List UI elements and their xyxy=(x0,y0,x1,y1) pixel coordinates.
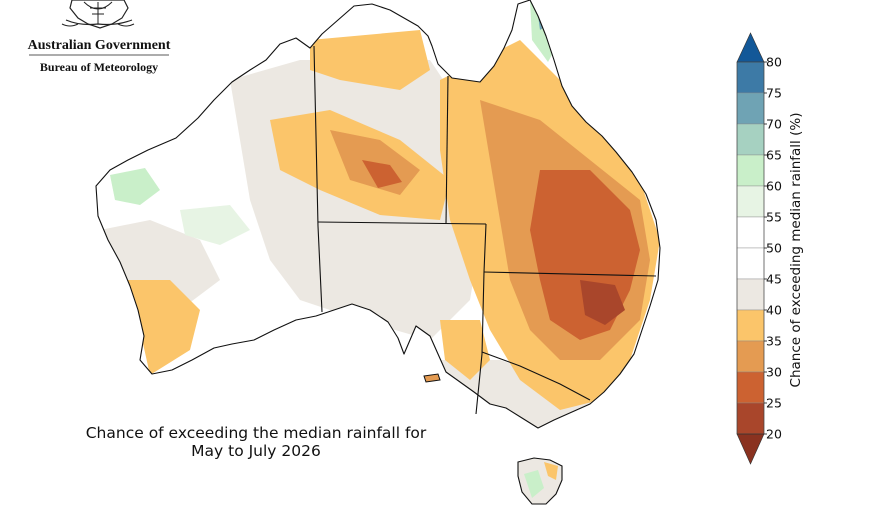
colorbar-tick-label: 75 xyxy=(766,86,782,101)
government-logo: Australian Government Bureau of Meteorol… xyxy=(28,0,171,74)
zone-25-30-central xyxy=(362,160,402,188)
border-nsw-vic xyxy=(481,351,591,401)
border-wa xyxy=(313,45,323,313)
colorbar-bin-60-65 xyxy=(736,154,765,187)
colorbar-bin-75-80 xyxy=(736,61,765,94)
kangaroo-island xyxy=(423,373,441,383)
colorbar-tick-label: 60 xyxy=(766,179,782,194)
zone-55-60-interior xyxy=(180,205,250,245)
map-caption-line1: Chance of exceeding the median rainfall … xyxy=(86,424,427,442)
colorbar-extend-low xyxy=(736,433,765,465)
bureau-name: Bureau of Meteorology xyxy=(40,60,158,74)
map-caption-line2: May to July 2026 xyxy=(191,442,321,460)
colorbar-extend-high xyxy=(736,32,765,63)
state-borders xyxy=(313,45,657,415)
colorbar-bin-40-45 xyxy=(736,278,765,311)
zone-20-25-nsw xyxy=(580,280,625,325)
colorbar-tick-label: 50 xyxy=(766,241,782,256)
coat-of-arms-icon xyxy=(61,0,135,29)
colorbar-tick-label: 35 xyxy=(766,334,782,349)
colorbar-bin-55-60 xyxy=(736,185,765,218)
zone-35-40-sa-gulf xyxy=(440,320,490,380)
border-nt-qld xyxy=(445,75,449,225)
colorbar-tick-label: 25 xyxy=(766,396,782,411)
colorbar-tick-label: 40 xyxy=(766,303,782,318)
colorbar-tick-label: 20 xyxy=(766,427,782,442)
colorbar-tick-label: 70 xyxy=(766,117,782,132)
colorbar-tick-label: 80 xyxy=(766,55,782,70)
colorbar-bin-20-25 xyxy=(736,402,765,435)
colorbar-bin-45-50 xyxy=(736,247,765,280)
tasmania xyxy=(517,457,563,505)
colorbar: 80 75 70 65 60 55 50 45 40 35 30 25 20 xyxy=(736,32,782,465)
colorbar-tick-label: 45 xyxy=(766,272,782,287)
colorbar-frame xyxy=(736,61,765,435)
colorbar-tick-label: 55 xyxy=(766,210,782,225)
probability-shading xyxy=(100,0,660,428)
colorbar-tick-label: 30 xyxy=(766,365,782,380)
zone-35-40-southwest xyxy=(120,280,200,375)
colorbar-bin-30-35 xyxy=(736,340,765,373)
colorbar-label: Chance of exceeding median rainfall (%) xyxy=(788,113,804,388)
colorbar-bin-65-70 xyxy=(736,123,765,156)
colorbar-bin-70-75 xyxy=(736,92,765,125)
zone-60-65-pilbara xyxy=(110,168,160,205)
border-qld-nsw xyxy=(483,271,657,277)
colorbar-bin-50-55 xyxy=(736,216,765,249)
government-name: Australian Government xyxy=(28,38,171,53)
border-nt-sa xyxy=(317,221,487,225)
colorbar-bin-25-30 xyxy=(736,371,765,404)
colorbar-bin-35-40 xyxy=(736,309,765,342)
colorbar-tick-label: 65 xyxy=(766,148,782,163)
border-sa-east xyxy=(475,223,487,415)
zone-35-40-topend xyxy=(310,30,430,90)
